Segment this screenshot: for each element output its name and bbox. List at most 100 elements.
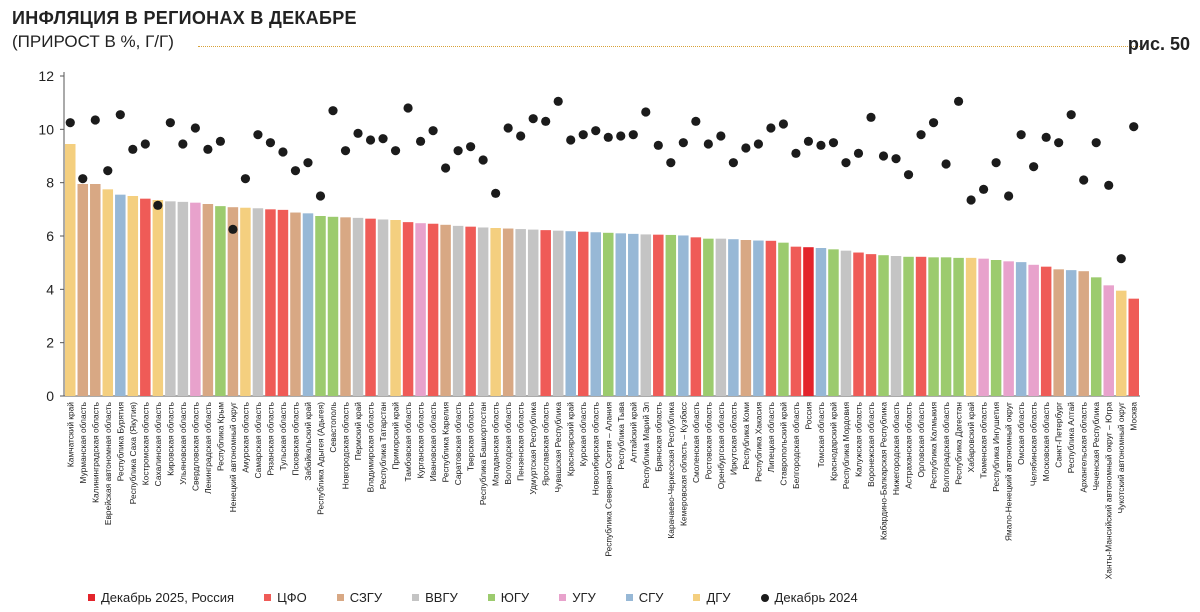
bar — [853, 252, 864, 396]
bar — [1128, 298, 1139, 396]
dot-2024 — [103, 166, 113, 176]
legend-item: СГУ — [625, 590, 663, 605]
x-tick-label: Хабаровский край — [966, 402, 976, 473]
bar — [1040, 266, 1052, 396]
bar — [252, 208, 264, 396]
bar — [277, 209, 289, 396]
x-tick-label: Московская область — [1041, 401, 1051, 481]
x-tick-label: Тверская область — [466, 401, 476, 471]
bar — [340, 217, 351, 396]
bar — [552, 230, 564, 396]
bar — [990, 260, 1002, 396]
bar — [778, 242, 789, 396]
bar-chart: 0 2 4 6 8 10 12 Камчатский край Мурманская облас… — [38, 68, 1140, 579]
bar — [365, 218, 376, 396]
dot-2024 — [328, 106, 338, 116]
dot-2024 — [541, 116, 551, 126]
bar — [865, 254, 877, 396]
dot-2024 — [578, 130, 588, 140]
bar — [265, 209, 276, 396]
x-tick-label: Нижегородская область — [891, 401, 901, 495]
dot-2024 — [603, 132, 613, 142]
legend-label: ВВГУ — [425, 590, 458, 605]
x-tick-label: Чувашская Республика — [553, 402, 563, 493]
dot-2024 — [278, 147, 288, 157]
bar — [965, 257, 977, 396]
x-tick-label: Чеченская Республика — [1091, 402, 1101, 491]
legend-dot-marker — [760, 593, 769, 602]
dot-2024 — [741, 143, 751, 153]
bar — [165, 201, 176, 396]
x-tick-label: Кабардино-Балкарская Республика — [879, 402, 889, 540]
x-tick-label: Рязанская область — [265, 401, 275, 475]
bar — [890, 256, 902, 396]
x-tick-label: Омская область — [1016, 401, 1026, 464]
bar — [477, 227, 489, 396]
x-tick-label: Магаданская область — [491, 401, 501, 486]
dot-2024 — [928, 118, 939, 128]
x-tick-label: Алтайский край — [628, 402, 638, 463]
y-tick-label: 10 — [38, 121, 54, 137]
bar — [65, 144, 76, 396]
bar — [465, 226, 476, 396]
bar — [1078, 271, 1089, 396]
bar — [828, 249, 839, 396]
dot-2024 — [828, 138, 839, 148]
dot-2024 — [441, 163, 451, 173]
bar — [678, 235, 689, 396]
y-tick-label: 2 — [46, 335, 54, 351]
x-tick-label: Санкт-Петербург — [1054, 402, 1064, 468]
y-tick-label: 6 — [46, 228, 54, 244]
dot-2024 — [979, 184, 989, 194]
bar — [177, 201, 189, 396]
bar — [715, 238, 727, 396]
bar — [790, 246, 802, 396]
x-tick-label: Кемеровская область – Кузбасс — [678, 402, 688, 526]
bar — [840, 250, 852, 396]
dot-2024 — [566, 135, 576, 145]
dot-2024 — [140, 139, 150, 149]
dot-2024 — [691, 116, 701, 126]
bar — [415, 223, 426, 396]
x-tick-label: Орловская область — [916, 401, 926, 477]
dot-2024 — [290, 166, 301, 176]
dot-2024 — [803, 136, 814, 146]
x-tick-label: Ярославская область — [541, 401, 551, 486]
x-tick-label: Саратовская область — [453, 401, 463, 485]
legend-label: СЗГУ — [349, 590, 383, 605]
dot-2024 — [616, 131, 626, 141]
x-tick-label: Севастополь — [328, 401, 338, 452]
bar — [1053, 269, 1064, 396]
bar — [390, 220, 401, 396]
x-tick-label: Краснодарский край — [828, 402, 838, 481]
x-tick-label: Самарская область — [253, 401, 263, 478]
dot-2024 — [178, 139, 188, 149]
dot-2024 — [678, 138, 688, 148]
bar — [215, 206, 226, 396]
dot-2024 — [378, 134, 388, 144]
dot-2024 — [128, 144, 138, 154]
bar — [753, 240, 764, 396]
chart-title: ИНФЛЯЦИЯ В РЕГИОНАХ В ДЕКАБРЕ — [12, 8, 357, 28]
dot-2024 — [203, 144, 213, 154]
x-tick-label: Республика Саха (Якутия) — [128, 402, 138, 504]
dot-2024 — [228, 224, 238, 234]
bar — [765, 240, 777, 396]
dot-2024 — [591, 126, 601, 136]
dot-2024 — [1016, 130, 1026, 140]
bar — [377, 219, 389, 396]
x-tick-label: Республика Крым — [215, 402, 225, 471]
dot-2024 — [641, 107, 651, 117]
dot-2024 — [115, 110, 125, 120]
x-tick-label: Калининградская область — [90, 401, 100, 502]
bar — [290, 212, 301, 396]
dot-2024 — [1079, 175, 1089, 185]
bar — [577, 231, 589, 396]
legend-item: СЗГУ — [336, 590, 383, 605]
dot-2024 — [165, 118, 175, 128]
bar — [452, 225, 464, 396]
x-tick-label: Владимирская область — [366, 401, 376, 492]
legend-item: ЦФО — [264, 590, 307, 605]
x-tick-label: Приморский край — [391, 402, 401, 470]
x-tick-label: Смоленская область — [691, 401, 701, 483]
